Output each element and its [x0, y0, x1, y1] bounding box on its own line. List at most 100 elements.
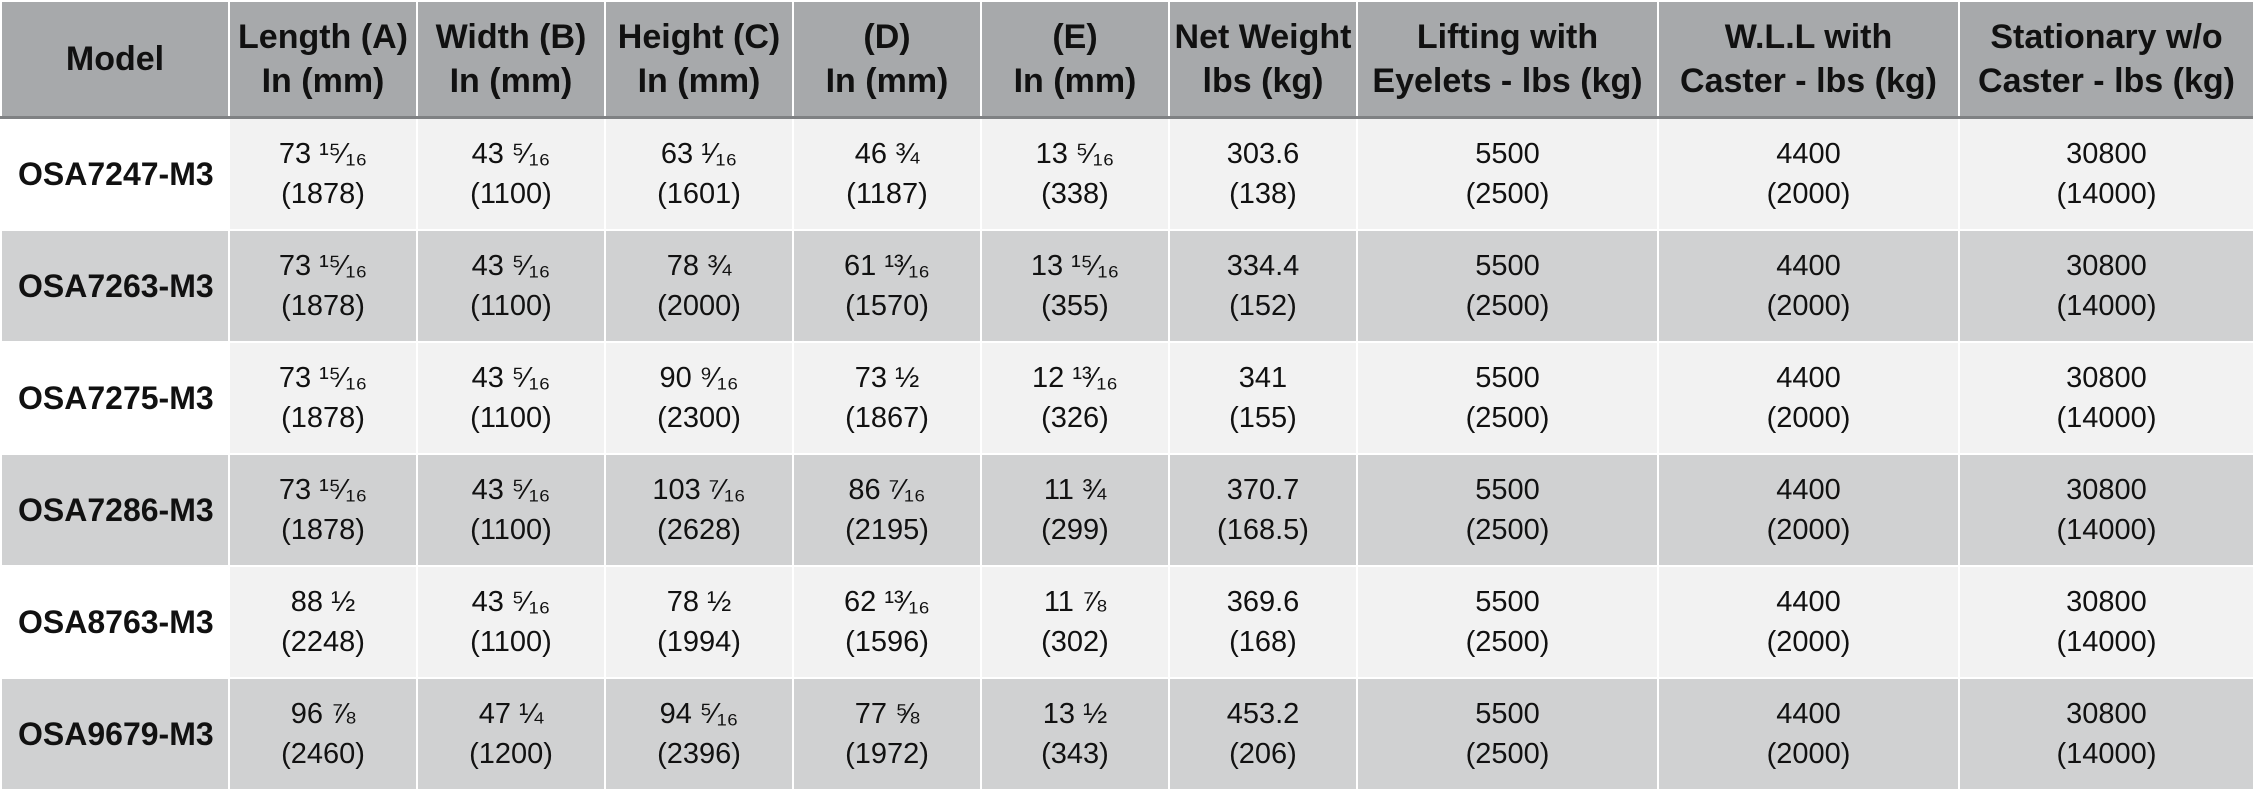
value-mm: (1596)	[845, 626, 929, 658]
e-cell: 12 ¹³⁄₁₆ (326)	[980, 341, 1170, 455]
d-cell: 86 ⁷⁄₁₆ (2195)	[792, 453, 982, 567]
header-unit: In (mm)	[637, 62, 761, 100]
header-unit: In (mm)	[825, 62, 949, 100]
value-inches: 369.6	[1226, 586, 1300, 618]
value-mm: (299)	[1041, 514, 1109, 546]
header-stationary: Stationary w/o Caster - lbs (kg)	[1958, 0, 2253, 119]
value-mm: (168)	[1229, 626, 1297, 658]
header-line: Height (C)	[617, 18, 781, 56]
value-inches: 4400	[1776, 250, 1841, 282]
value-inches: 4400	[1776, 474, 1841, 506]
value-mm: (2396)	[657, 738, 741, 770]
width-cell: 47 ¼ (1200)	[416, 677, 606, 791]
value-inches: 73 ¹⁵⁄₁₆	[278, 362, 368, 394]
header-line: Stationary w/o	[1990, 18, 2223, 56]
header-line: Model	[65, 40, 165, 78]
wll-caster-cell: 4400 (2000)	[1657, 341, 1960, 455]
header-net-weight: Net Weight lbs (kg)	[1168, 0, 1358, 119]
width-cell: 43 ⁵⁄₁₆ (1100)	[416, 453, 606, 567]
header-row: Model Length (A) In (mm) Width (B) In (mm)…	[0, 0, 2253, 119]
value-inches: 47 ¼	[478, 698, 544, 730]
value-inches: 94 ⁵⁄₁₆	[659, 698, 739, 730]
d-cell: 77 ⅝ (1972)	[792, 677, 982, 791]
value-inches: 4400	[1776, 698, 1841, 730]
length-cell: 73 ¹⁵⁄₁₆ (1878)	[228, 116, 418, 231]
value-inches: 5500	[1475, 474, 1540, 506]
d-cell: 61 ¹³⁄₁₆ (1570)	[792, 229, 982, 343]
lifting-eyelets-cell: 5500 (2500)	[1356, 229, 1659, 343]
value-inches: 30800	[2066, 586, 2147, 618]
value-mm: (2000)	[1766, 290, 1851, 322]
width-cell: 43 ⁵⁄₁₆ (1100)	[416, 341, 606, 455]
header-lifting-eyelets: Lifting with Eyelets - lbs (kg)	[1356, 0, 1659, 119]
value-inches: 77 ⅝	[854, 698, 920, 730]
stationary-cell: 30800 (14000)	[1958, 341, 2253, 455]
value-mm: (14000)	[2056, 178, 2157, 210]
header-d: (D) In (mm)	[792, 0, 982, 119]
value-inches: 30800	[2066, 138, 2147, 170]
stationary-cell: 30800 (14000)	[1958, 565, 2253, 679]
value-inches: 13 ¹⁵⁄₁₆	[1030, 250, 1120, 282]
value-mm: (343)	[1041, 738, 1109, 770]
value-inches: 103 ⁷⁄₁₆	[652, 474, 746, 506]
value-inches: 13 ½	[1042, 698, 1108, 730]
header-unit: lbs (kg)	[1202, 62, 1324, 100]
header-unit: Eyelets - lbs (kg)	[1372, 62, 1643, 100]
height-cell: 94 ⁵⁄₁₆ (2396)	[604, 677, 794, 791]
value-inches: 43 ⁵⁄₁₆	[471, 474, 551, 506]
table-row: OSA9679-M3 96 ⅞ (2460) 47 ¼ (1200) 94 ⁵⁄₁₆ (23…	[0, 677, 2253, 791]
value-mm: (2500)	[1465, 738, 1550, 770]
value-mm: (14000)	[2056, 290, 2157, 322]
value-mm: (2460)	[281, 738, 365, 770]
e-cell: 13 ½ (343)	[980, 677, 1170, 791]
d-cell: 46 ¾ (1187)	[792, 116, 982, 231]
value-inches: 5500	[1475, 250, 1540, 282]
value-mm: (355)	[1041, 290, 1109, 322]
header-width: Width (B) In (mm)	[416, 0, 606, 119]
header-line: Net Weight	[1174, 18, 1352, 56]
value-inches: 73 ½	[854, 362, 920, 394]
height-cell: 103 ⁷⁄₁₆ (2628)	[604, 453, 794, 567]
net-weight-cell: 453.2 (206)	[1168, 677, 1358, 791]
stationary-cell: 30800 (14000)	[1958, 677, 2253, 791]
value-inches: 73 ¹⁵⁄₁₆	[278, 138, 368, 170]
header-wll-caster: W.L.L with Caster - lbs (kg)	[1657, 0, 1960, 119]
value-mm: (338)	[1041, 178, 1109, 210]
length-cell: 73 ¹⁵⁄₁₆ (1878)	[228, 341, 418, 455]
e-cell: 13 ¹⁵⁄₁₆ (355)	[980, 229, 1170, 343]
table-row: OSA7286-M3 73 ¹⁵⁄₁₆ (1878) 43 ⁵⁄₁₆ (1100) 103…	[0, 453, 2253, 567]
header-line: W.L.L with	[1724, 18, 1893, 56]
value-inches: 43 ⁵⁄₁₆	[471, 586, 551, 618]
header-length: Length (A) In (mm)	[228, 0, 418, 119]
wll-caster-cell: 4400 (2000)	[1657, 453, 1960, 567]
table-row: OSA8763-M3 88 ½ (2248) 43 ⁵⁄₁₆ (1100) 78 ½ (19…	[0, 565, 2253, 679]
value-mm: (2000)	[1766, 514, 1851, 546]
value-mm: (2500)	[1465, 402, 1550, 434]
value-inches: 453.2	[1226, 698, 1300, 730]
wll-caster-cell: 4400 (2000)	[1657, 116, 1960, 231]
header-unit: In (mm)	[261, 62, 385, 100]
value-mm: (2500)	[1465, 514, 1550, 546]
length-cell: 73 ¹⁵⁄₁₆ (1878)	[228, 229, 418, 343]
value-mm: (2000)	[657, 290, 741, 322]
value-inches: 303.6	[1226, 138, 1300, 170]
value-mm: (2000)	[1766, 626, 1851, 658]
lifting-eyelets-cell: 5500 (2500)	[1356, 341, 1659, 455]
stationary-cell: 30800 (14000)	[1958, 453, 2253, 567]
value-mm: (2000)	[1766, 738, 1851, 770]
value-inches: 30800	[2066, 474, 2147, 506]
value-inches: 46 ¾	[854, 138, 920, 170]
value-inches: 96 ⅞	[290, 698, 356, 730]
model-cell: OSA7275-M3	[0, 341, 230, 455]
value-mm: (2195)	[845, 514, 929, 546]
width-cell: 43 ⁵⁄₁₆ (1100)	[416, 565, 606, 679]
value-inches: 30800	[2066, 698, 2147, 730]
value-inches: 5500	[1475, 698, 1540, 730]
height-cell: 90 ⁹⁄₁₆ (2300)	[604, 341, 794, 455]
model-cell: OSA7286-M3	[0, 453, 230, 567]
value-mm: (1878)	[281, 290, 365, 322]
value-inches: 4400	[1776, 138, 1841, 170]
header-unit: Caster - lbs (kg)	[1680, 62, 1937, 100]
header-model: Model	[0, 0, 230, 119]
